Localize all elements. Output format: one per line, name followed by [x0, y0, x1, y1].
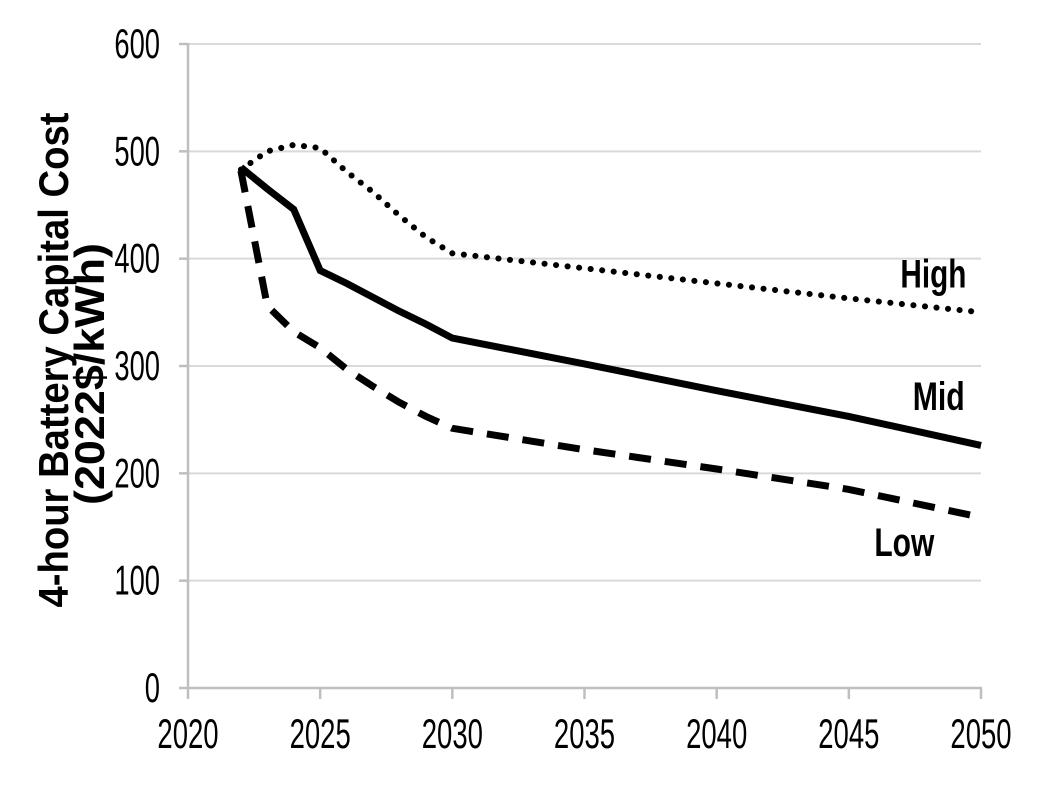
y-tick-label-200: 200: [114, 449, 160, 496]
x-tick-label-2045: 2045: [818, 710, 879, 757]
series-label-low: Low: [874, 521, 935, 565]
y-axis-title-line1: 4-hour Battery Capital Cost: [30, 112, 77, 607]
y-tick-label-300: 300: [114, 342, 160, 389]
x-tick-label-2020: 2020: [157, 710, 218, 757]
y-tick-label-0: 0: [145, 664, 160, 711]
y-axis-title-line2: (2022$/kWh): [66, 243, 113, 505]
x-tick-label-2035: 2035: [554, 710, 615, 757]
y-tick-label-400: 400: [114, 235, 160, 282]
y-tick-label-600: 600: [114, 20, 160, 67]
x-tick-label-2050: 2050: [950, 710, 1011, 757]
y-tick-label-100: 100: [114, 557, 160, 604]
series-label-mid: Mid: [913, 375, 965, 419]
high-series-line: [237, 141, 984, 316]
x-tick-label-2030: 2030: [422, 710, 483, 757]
mid-series-line: [238, 164, 982, 449]
series-label-high: High: [900, 253, 966, 297]
x-tick-label-2025: 2025: [290, 710, 351, 757]
y-tick-label-500: 500: [114, 127, 160, 174]
low-series-line: [237, 170, 982, 521]
x-tick-label-2040: 2040: [686, 710, 747, 757]
